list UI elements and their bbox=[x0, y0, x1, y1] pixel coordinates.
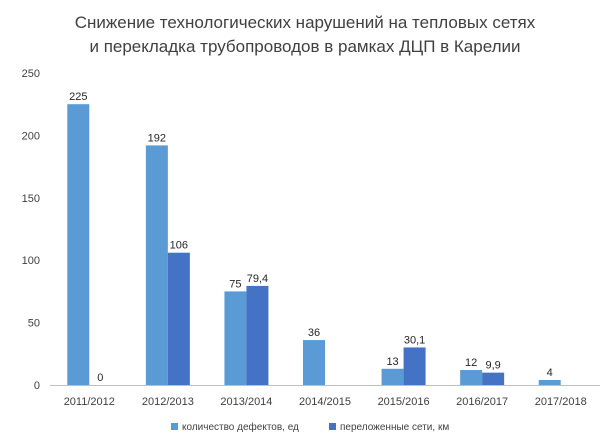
data-label-relaid-networks: 106 bbox=[170, 240, 188, 252]
data-label-defects: 4 bbox=[547, 367, 553, 379]
x-tick-label: 2012/2013 bbox=[142, 396, 194, 408]
data-labels-group: 225 192 75 36 13 12 4 0 106 79,4 30,1 9,9 bbox=[69, 91, 553, 384]
y-axis-ticks: 0 50 100 150 200 250 bbox=[22, 68, 40, 392]
y-tick-label: 0 bbox=[34, 380, 40, 392]
bar-defects bbox=[381, 368, 404, 385]
bar-relaid-networks bbox=[167, 252, 190, 385]
y-tick-label: 100 bbox=[22, 255, 40, 267]
x-tick-label: 2015/2016 bbox=[378, 396, 430, 408]
bar-defects bbox=[460, 370, 483, 385]
bar-defects bbox=[303, 340, 325, 385]
data-label-relaid-networks: 0 bbox=[97, 372, 103, 384]
bar-relaid-networks bbox=[403, 347, 426, 385]
bar-defects bbox=[67, 104, 90, 385]
x-tick-label: 2014/2015 bbox=[299, 396, 351, 408]
y-tick-label: 50 bbox=[28, 318, 40, 330]
data-label-defects: 12 bbox=[465, 357, 477, 369]
bar-relaid-networks bbox=[482, 372, 505, 385]
bar-defects bbox=[145, 145, 168, 385]
chart-title-line-1: Снижение технологических нарушений на те… bbox=[75, 13, 536, 32]
legend-swatch-defects bbox=[171, 423, 178, 430]
data-label-relaid-networks: 30,1 bbox=[404, 334, 425, 346]
data-label-defects: 13 bbox=[386, 356, 398, 368]
legend: количество дефектов, ед переложенные сет… bbox=[171, 421, 449, 433]
x-axis-ticks: 2011/2012 2012/2013 2013/2014 2014/2015 2015… bbox=[64, 396, 587, 408]
y-tick-label: 200 bbox=[22, 130, 40, 142]
bar-defects bbox=[538, 380, 561, 385]
bars-group bbox=[67, 104, 561, 385]
x-tick-label: 2013/2014 bbox=[220, 396, 272, 408]
data-label-relaid-networks: 9,9 bbox=[485, 360, 500, 372]
y-tick-label: 150 bbox=[22, 193, 40, 205]
data-label-defects: 192 bbox=[148, 132, 166, 144]
data-label-defects: 36 bbox=[308, 327, 320, 339]
data-label-defects: 75 bbox=[229, 278, 241, 290]
y-tick-label: 250 bbox=[22, 68, 40, 80]
bar-defects bbox=[224, 291, 247, 385]
x-tick-label: 2017/2018 bbox=[535, 396, 587, 408]
legend-label-defects: количество дефектов, ед bbox=[182, 421, 299, 433]
legend-label-relaid-networks: переложенные сети, км bbox=[340, 422, 449, 433]
chart-title-line-2: и перекладка трубопроводов в рамках ДЦП … bbox=[89, 37, 520, 56]
data-label-relaid-networks: 79,4 bbox=[247, 273, 268, 285]
legend-swatch-relaid-networks bbox=[329, 423, 336, 430]
x-tick-label: 2011/2012 bbox=[64, 396, 115, 408]
x-tick-label: 2016/2017 bbox=[456, 396, 508, 408]
data-label-defects: 225 bbox=[69, 91, 87, 103]
bar-relaid-networks bbox=[246, 285, 269, 385]
